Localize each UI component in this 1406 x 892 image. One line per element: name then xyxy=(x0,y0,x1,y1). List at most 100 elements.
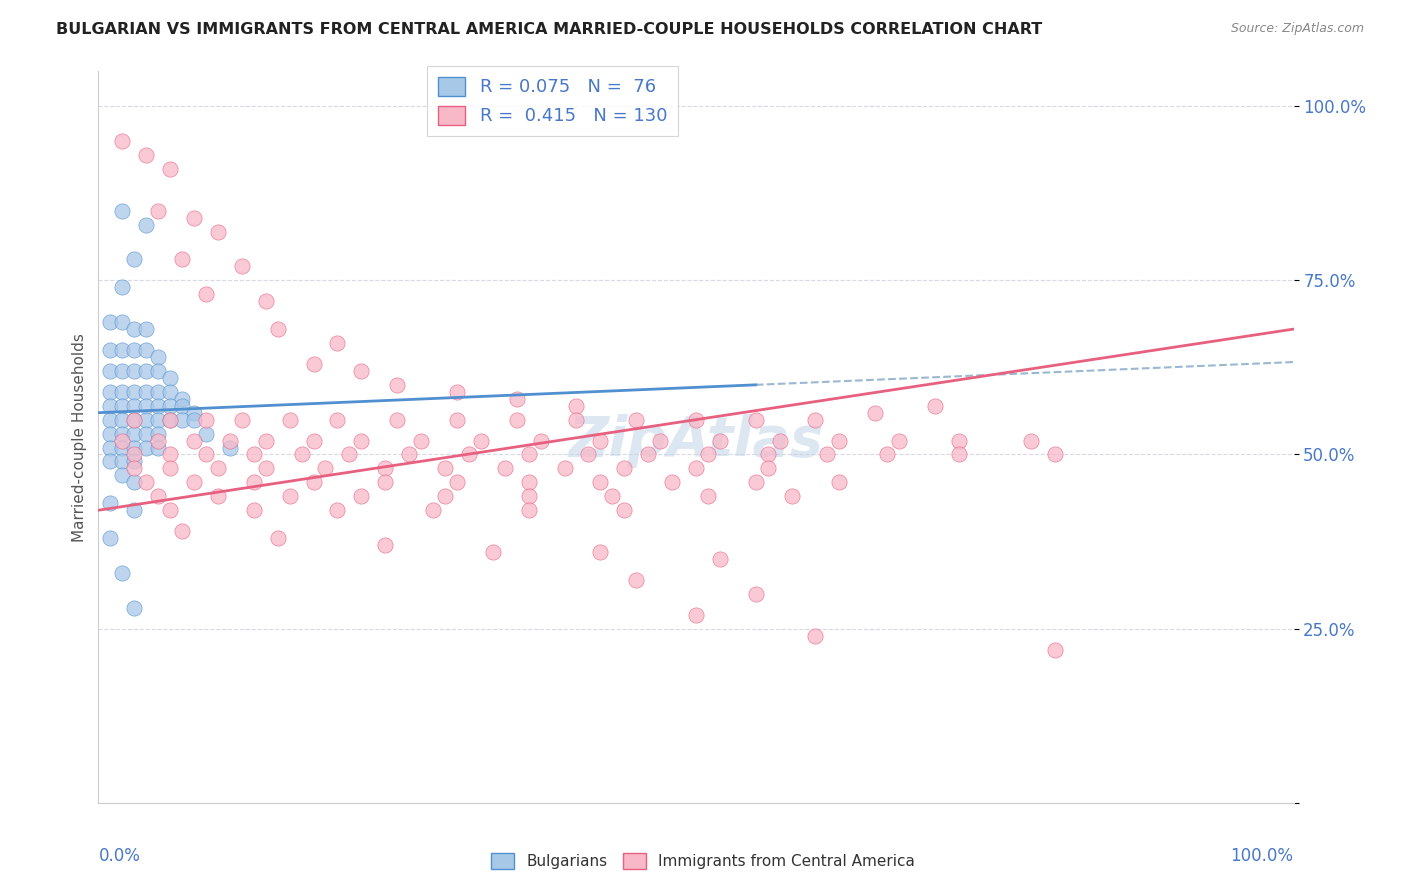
Point xyxy=(183,434,205,448)
Point xyxy=(745,587,768,601)
Point xyxy=(650,434,672,448)
Point xyxy=(350,489,373,503)
Point xyxy=(111,468,134,483)
Point xyxy=(135,412,157,426)
Point xyxy=(554,461,576,475)
Point xyxy=(111,454,134,468)
Point xyxy=(745,475,768,490)
Point xyxy=(135,218,157,232)
Point xyxy=(374,461,396,475)
Point xyxy=(350,364,373,378)
Point xyxy=(111,434,134,448)
Point xyxy=(434,489,457,503)
Point xyxy=(685,412,707,426)
Point xyxy=(398,448,420,462)
Point xyxy=(1043,448,1066,462)
Point xyxy=(98,531,122,545)
Point xyxy=(804,412,827,426)
Point xyxy=(422,503,444,517)
Point xyxy=(231,260,253,274)
Point xyxy=(780,489,803,503)
Point xyxy=(243,503,266,517)
Point xyxy=(697,448,720,462)
Point xyxy=(98,384,122,399)
Point xyxy=(589,475,612,490)
Point xyxy=(804,629,827,643)
Point xyxy=(183,211,205,225)
Point xyxy=(517,503,540,517)
Point xyxy=(207,489,229,503)
Point xyxy=(326,336,349,351)
Point xyxy=(267,322,290,336)
Point xyxy=(254,461,277,475)
Point xyxy=(302,357,325,371)
Point xyxy=(172,524,194,538)
Point xyxy=(135,384,157,399)
Point xyxy=(278,412,301,426)
Point xyxy=(159,461,181,475)
Point xyxy=(506,412,529,426)
Point xyxy=(98,454,122,468)
Point xyxy=(506,392,529,406)
Point xyxy=(482,545,505,559)
Point xyxy=(267,531,290,545)
Point xyxy=(709,434,731,448)
Point xyxy=(494,461,516,475)
Point xyxy=(339,448,361,462)
Point xyxy=(446,475,468,490)
Point xyxy=(98,399,122,413)
Point xyxy=(148,364,170,378)
Point xyxy=(148,350,170,364)
Point xyxy=(111,315,134,329)
Point xyxy=(111,566,134,580)
Point xyxy=(124,343,146,357)
Point xyxy=(326,503,349,517)
Legend: R = 0.075   N =  76, R =  0.415   N = 130: R = 0.075 N = 76, R = 0.415 N = 130 xyxy=(427,66,678,136)
Point xyxy=(124,448,146,462)
Point xyxy=(578,448,600,462)
Text: Source: ZipAtlas.com: Source: ZipAtlas.com xyxy=(1230,22,1364,36)
Point xyxy=(124,364,146,378)
Point xyxy=(183,412,205,426)
Point xyxy=(302,434,325,448)
Point xyxy=(124,454,146,468)
Point xyxy=(98,364,122,378)
Point xyxy=(148,426,170,441)
Point xyxy=(613,503,636,517)
Point xyxy=(924,399,946,413)
Point xyxy=(195,448,218,462)
Point xyxy=(948,434,970,448)
Point xyxy=(828,434,851,448)
Point xyxy=(207,225,229,239)
Point xyxy=(172,252,194,267)
Point xyxy=(98,426,122,441)
Point xyxy=(148,203,170,218)
Point xyxy=(385,412,409,426)
Point xyxy=(148,441,170,455)
Point xyxy=(626,412,648,426)
Point xyxy=(124,412,146,426)
Point xyxy=(219,441,242,455)
Point xyxy=(124,322,146,336)
Point xyxy=(517,475,540,490)
Point xyxy=(124,384,146,399)
Point xyxy=(458,448,481,462)
Point xyxy=(817,448,839,462)
Point xyxy=(159,371,181,385)
Point xyxy=(756,461,779,475)
Point xyxy=(219,434,242,448)
Point xyxy=(124,475,146,490)
Point xyxy=(98,412,122,426)
Point xyxy=(291,448,314,462)
Point xyxy=(565,412,588,426)
Point xyxy=(183,406,205,420)
Point xyxy=(876,448,898,462)
Point xyxy=(207,461,229,475)
Point xyxy=(374,475,396,490)
Point xyxy=(124,441,146,455)
Point xyxy=(828,475,851,490)
Text: ZipAtlas: ZipAtlas xyxy=(568,414,824,467)
Point xyxy=(111,412,134,426)
Point xyxy=(111,203,134,218)
Point xyxy=(135,426,157,441)
